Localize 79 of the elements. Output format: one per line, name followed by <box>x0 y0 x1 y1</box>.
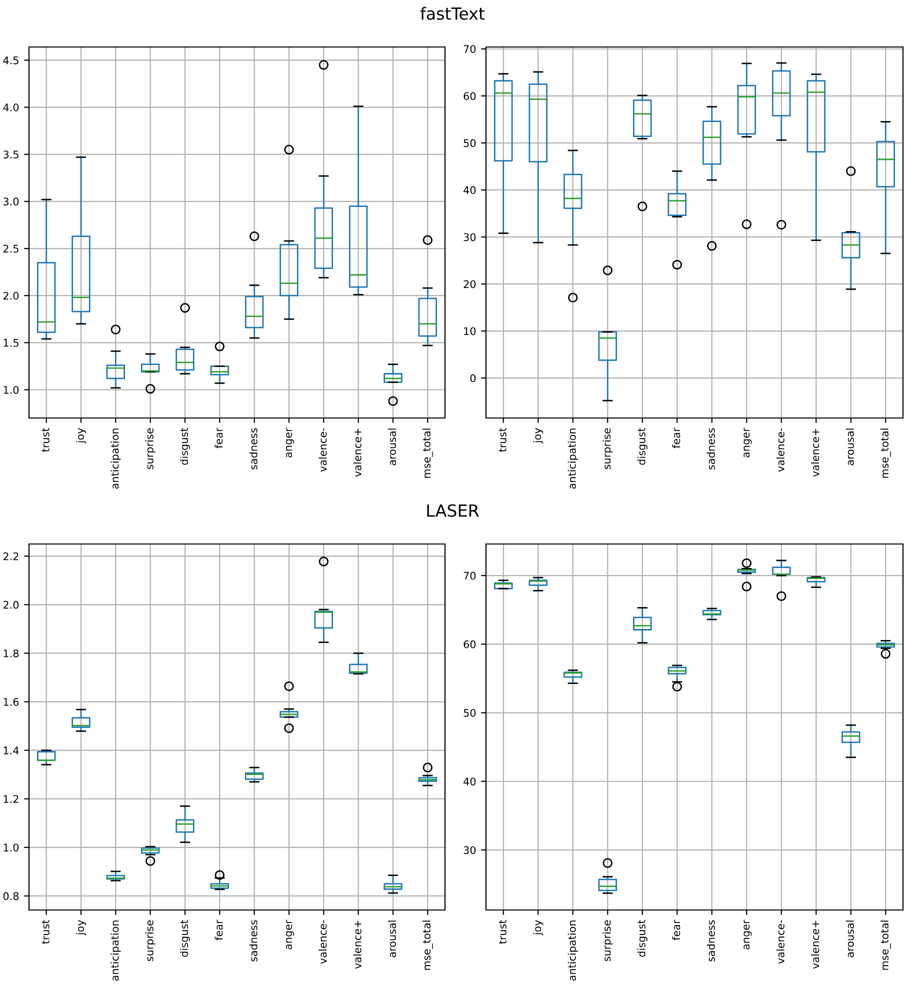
y-tick-label: 1.0 <box>4 386 19 394</box>
y-tick-label: 3.0 <box>4 198 19 206</box>
x-tick-label: valence- <box>776 428 784 472</box>
x-tick-label: valence+ <box>811 920 820 969</box>
x-tick-label: valence+ <box>811 428 820 477</box>
x-tick-label: anger <box>286 428 294 458</box>
x-tick-label: mse_total <box>880 920 891 970</box>
x-tick-label: trust <box>498 920 506 944</box>
x-tick-label: mse_total <box>422 920 433 970</box>
y-tick-label: 3.5 <box>4 150 18 158</box>
y-tick-label: 0 <box>470 374 476 382</box>
x-tick-label: sadness <box>706 920 715 962</box>
x-tick-label: disgust <box>180 920 190 957</box>
x-tick-label: surprise <box>145 428 156 470</box>
y-tick-label: 1.5 <box>4 339 18 347</box>
y-tick-label: 1.4 <box>4 746 19 754</box>
y-tick-label: 2.2 <box>3 552 18 560</box>
y-tick-label: 50 <box>464 139 476 148</box>
y-tick-label: 50 <box>464 708 476 717</box>
x-tick-label: anger <box>744 920 752 950</box>
x-tick-label: valence- <box>318 428 327 472</box>
x-tick-label: sadness <box>706 428 715 470</box>
y-tick-label: 4.5 <box>3 56 18 64</box>
x-tick-label: fear <box>672 428 680 448</box>
x-tick-label: anger <box>744 428 752 458</box>
x-tick-label: surprise <box>145 920 156 962</box>
y-tick-label: 70 <box>464 572 476 580</box>
y-tick-label: 4.0 <box>3 103 19 112</box>
x-tick-label: valence- <box>318 920 327 964</box>
x-tick-label: disgust <box>637 428 648 465</box>
y-tick-label: 2.0 <box>3 292 19 300</box>
x-tick-label: trust <box>498 428 506 452</box>
x-tick-label: surprise <box>602 920 613 962</box>
x-tick-label: joy <box>533 920 544 936</box>
x-tick-label: anticipation <box>110 428 121 489</box>
x-tick-label: trust <box>42 428 50 452</box>
y-tick-label: 60 <box>464 640 476 648</box>
x-tick-label: joy <box>76 428 86 444</box>
y-tick-label: 1.8 <box>4 649 19 658</box>
y-tick-label: 40 <box>464 778 476 786</box>
y-tick-label: 0.8 <box>3 892 19 900</box>
y-tick-label: 30 <box>464 846 476 854</box>
x-tick-label: valence+ <box>353 920 362 969</box>
y-tick-label: 2.5 <box>3 244 18 253</box>
x-tick-label: fear <box>214 428 223 448</box>
x-tick-label: valence- <box>776 920 784 964</box>
x-tick-label: anticipation <box>110 920 121 981</box>
chart-title: fastText <box>420 6 485 20</box>
x-tick-label: joy <box>533 428 544 444</box>
x-tick-label: anger <box>286 920 294 950</box>
x-tick-label: sadness <box>249 920 258 962</box>
y-tick-label: 40 <box>464 186 476 194</box>
x-tick-label: sadness <box>249 428 258 470</box>
x-tick-label: anticipation <box>568 428 578 489</box>
y-tick-label: 2.0 <box>3 600 19 609</box>
x-tick-label: disgust <box>180 428 190 465</box>
x-tick-label: fear <box>672 920 680 940</box>
y-tick-label: 1.2 <box>4 795 18 803</box>
y-tick-label: 1.6 <box>4 698 19 706</box>
y-tick-label: 10 <box>464 327 476 336</box>
y-tick-label: 60 <box>464 92 476 100</box>
x-tick-label: disgust <box>637 920 648 957</box>
y-tick-label: 70 <box>464 45 476 53</box>
x-tick-label: arousal <box>388 920 396 958</box>
x-tick-label: trust <box>42 920 50 944</box>
x-tick-label: arousal <box>388 428 396 466</box>
x-tick-label: arousal <box>846 920 854 958</box>
x-tick-label: mse_total <box>880 428 891 478</box>
x-tick-label: surprise <box>602 428 613 470</box>
y-tick-label: 1.0 <box>4 844 19 852</box>
x-tick-label: anticipation <box>568 920 578 981</box>
chart-title: LASER <box>427 504 479 517</box>
y-tick-label: 20 <box>464 280 476 288</box>
x-tick-label: arousal <box>846 428 854 466</box>
x-tick-label: joy <box>76 920 86 936</box>
x-tick-label: valence+ <box>353 428 362 477</box>
x-tick-label: fear <box>214 920 223 940</box>
y-tick-label: 30 <box>464 233 476 242</box>
x-tick-label: mse_total <box>422 428 433 478</box>
